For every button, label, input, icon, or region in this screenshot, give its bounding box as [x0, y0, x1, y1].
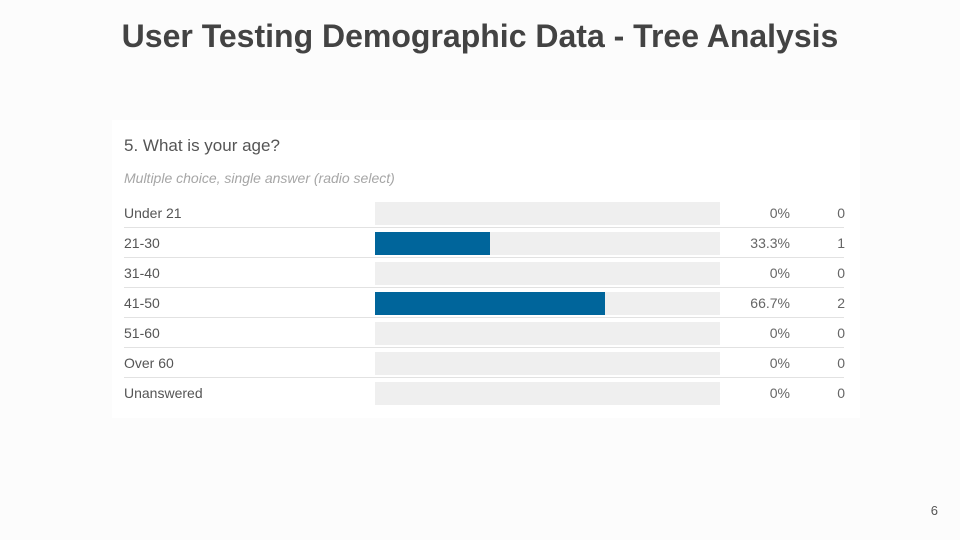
- answer-count: 0: [837, 385, 845, 401]
- answer-label: 21-30: [124, 235, 160, 251]
- survey-question-card: 5. What is your age? Multiple choice, si…: [112, 120, 860, 418]
- answer-count: 0: [837, 205, 845, 221]
- slide-title: User Testing Demographic Data - Tree Ana…: [121, 18, 839, 54]
- answer-percent: 0%: [769, 265, 790, 281]
- answer-percent: 0%: [769, 355, 790, 371]
- answer-count: 0: [837, 265, 845, 281]
- answer-label: 41-50: [124, 295, 160, 311]
- bar-fill: [375, 232, 490, 255]
- answer-count: 0: [837, 355, 845, 371]
- bar-track: [375, 232, 720, 255]
- answer-row: Under 21 0% 0: [112, 198, 860, 228]
- answer-count: 1: [837, 235, 845, 251]
- bar-track: [375, 352, 720, 375]
- bar-track: [375, 202, 720, 225]
- answer-percent: 66.7%: [750, 295, 790, 311]
- bar-track: [375, 382, 720, 405]
- answer-percent: 0%: [769, 325, 790, 341]
- answer-label: Over 60: [124, 355, 174, 371]
- answer-label: Unanswered: [124, 385, 203, 401]
- answer-percent: 0%: [769, 385, 790, 401]
- bar-track: [375, 262, 720, 285]
- answer-label: 51-60: [124, 325, 160, 341]
- answer-row: 51-60 0% 0: [112, 318, 860, 348]
- answer-row: Unanswered 0% 0: [112, 378, 860, 408]
- bar-fill: [375, 292, 606, 315]
- bar-track: [375, 292, 720, 315]
- answer-label: 31-40: [124, 265, 160, 281]
- answer-row: 31-40 0% 0: [112, 258, 860, 288]
- answer-percent: 33.3%: [750, 235, 790, 251]
- answer-row: 41-50 66.7% 2: [112, 288, 860, 318]
- page-number: 6: [930, 503, 938, 518]
- question-title: 5. What is your age?: [124, 136, 280, 155]
- answer-label: Under 21: [124, 205, 182, 221]
- answer-percent: 0%: [769, 205, 790, 221]
- answer-row: 21-30 33.3% 1: [112, 228, 860, 258]
- answer-row: Over 60 0% 0: [112, 348, 860, 378]
- question-type: Multiple choice, single answer (radio se…: [124, 170, 395, 186]
- bar-track: [375, 322, 720, 345]
- answer-count: 2: [837, 295, 845, 311]
- answer-rows: Under 21 0% 0 21-30 33.3% 1 31-40 0% 0 4…: [112, 198, 860, 408]
- answer-count: 0: [837, 325, 845, 341]
